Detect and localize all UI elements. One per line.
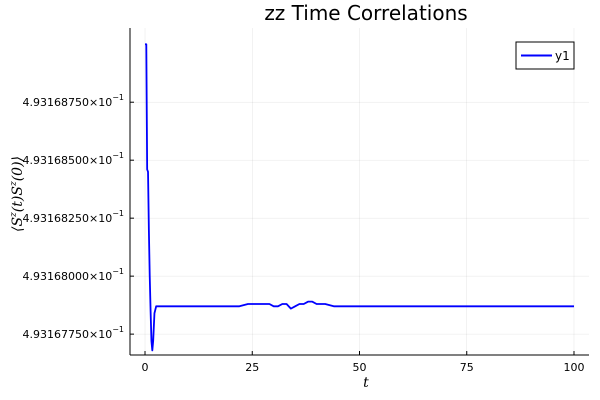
y-tick-label: 4.93168750×10−1	[23, 93, 125, 109]
y-tick-label: 4.93167750×10−1	[23, 325, 125, 341]
chart-title: zz Time Correlations	[264, 1, 467, 25]
gridlines	[130, 28, 589, 355]
y-axis-label-mid: (t)S	[10, 186, 26, 212]
x-tick-label: 25	[245, 361, 259, 374]
series-layer	[145, 43, 574, 352]
y-axis-label: ⟨Sz(t)Sz(0)⟩	[9, 156, 26, 232]
x-tick-label: 0	[142, 361, 149, 374]
series-line-y1	[145, 43, 574, 352]
y-axis-label-sup1: z	[9, 212, 19, 218]
x-tick-label: 50	[353, 361, 367, 374]
y-tick-label: 4.93168500×10−1	[23, 151, 125, 167]
x-tick-label: 75	[460, 361, 474, 374]
y-ticks: 4.93167750×10−1 4.93168000×10−1 4.93168250…	[23, 93, 134, 341]
legend: y1	[515, 41, 575, 70]
x-tick-label: 100	[563, 361, 584, 374]
y-tick-label: 4.93168250×10−1	[23, 209, 125, 225]
y-axis-label-open: ⟨S	[10, 217, 26, 232]
y-axis-label-sup2: z	[9, 181, 19, 187]
x-axis-label: t	[363, 375, 369, 391]
y-axis-label-close: (0)⟩	[10, 156, 26, 181]
y-tick-label: 4.93168000×10−1	[23, 267, 125, 283]
legend-label-y1: y1	[555, 49, 570, 63]
x-ticks: 0 25 50 75 100	[142, 351, 584, 374]
